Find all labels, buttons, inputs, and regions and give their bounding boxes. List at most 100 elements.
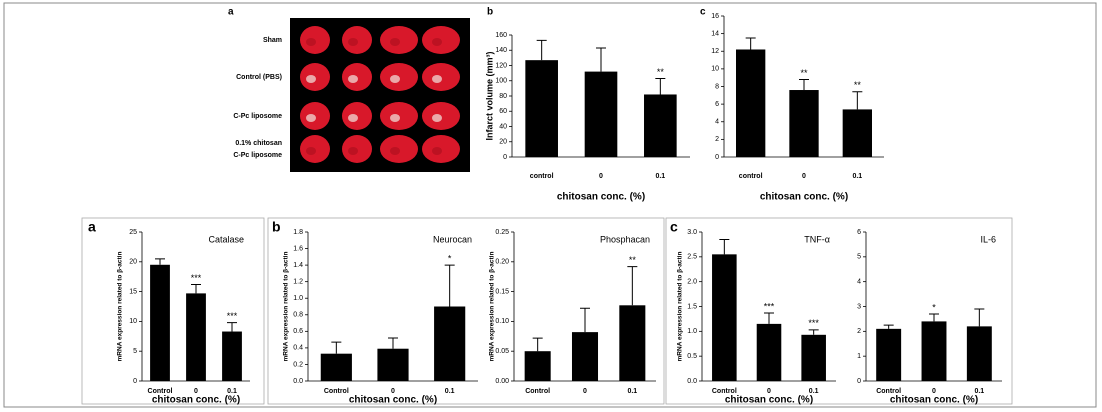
y-tick-label: 2.5 (687, 254, 697, 261)
brain-detail (306, 75, 316, 83)
error-bar (444, 264, 455, 307)
error-bar (883, 324, 894, 329)
bar (320, 353, 352, 381)
y-tick-label: 4 (715, 119, 719, 126)
x-tick-label: control (739, 173, 763, 180)
brain-detail (390, 75, 400, 83)
significance: *** (808, 318, 819, 328)
outer-frame (3, 2, 1097, 408)
y-tick-label: 0 (133, 378, 137, 385)
brain-detail (432, 75, 442, 83)
y-tick-label: 20 (129, 259, 137, 266)
brain-detail (390, 147, 400, 155)
bar (525, 60, 558, 157)
error-bar (852, 91, 863, 110)
x-axis-title: chitosan conc. (%) (152, 395, 240, 406)
y-tick-label: 140 (495, 47, 507, 54)
x-tick-label: Control (324, 388, 349, 395)
bar (222, 331, 242, 381)
significance: * (448, 253, 452, 263)
bar (571, 332, 599, 381)
row-label: C-Pc liposome (233, 113, 282, 120)
error-bar (227, 322, 237, 332)
error-bar (799, 78, 809, 91)
y-tick-label: 0.5 (687, 353, 697, 360)
y-tick-label: 1.6 (293, 245, 303, 252)
x-axis-title: chitosan conc. (%) (890, 395, 978, 406)
y-tick-label: 0.05 (495, 348, 509, 355)
y-tick-label: 2 (715, 136, 719, 143)
y-axis-title: mRNA expression related to β-actin (489, 252, 496, 362)
brain-detail (390, 38, 400, 46)
error-bar (155, 258, 165, 265)
error-bar (580, 307, 590, 333)
x-tick-label: control (530, 173, 554, 180)
brain-detail (348, 114, 358, 122)
panel-title: Catalase (208, 234, 244, 244)
x-tick-label: 0.1 (809, 388, 819, 395)
error-bar (929, 313, 939, 322)
error-bar (627, 266, 638, 306)
bar (876, 328, 902, 381)
y-tick-label: 2 (857, 328, 861, 335)
row-label: C-Pc liposome (233, 152, 282, 159)
brain-detail (306, 147, 316, 155)
y-tick-label: 1.0 (687, 328, 697, 335)
panel-title: Neurocan (433, 234, 472, 244)
panel-title: TNF-α (804, 234, 830, 244)
brain-detail (348, 147, 358, 155)
bar (736, 49, 766, 157)
y-tick-label: 160 (495, 32, 507, 39)
panel-label: c (670, 219, 678, 235)
y-tick-label: 12 (711, 48, 719, 55)
brain-detail (306, 38, 316, 46)
y-tick-label: 25 (129, 229, 137, 236)
y-tick-label: 80 (499, 93, 507, 100)
x-axis-title: chitosan conc. (%) (760, 192, 848, 203)
panel-frame (267, 217, 665, 405)
bar (377, 348, 409, 381)
significance: ** (854, 80, 862, 90)
y-tick-label: 6 (715, 101, 719, 108)
error-bar (655, 77, 666, 95)
y-tick-label: 3.0 (687, 229, 697, 236)
significance: *** (191, 273, 202, 283)
panel-frame (665, 217, 1013, 405)
brain-detail (432, 38, 442, 46)
bar (434, 306, 466, 381)
x-tick-label: Control (876, 388, 901, 395)
y-axis-title: mRNA expression related to β-actin (677, 252, 684, 362)
panel-label: c (700, 7, 706, 18)
y-tick-label: 0.4 (293, 345, 303, 352)
y-tick-label: 0.0 (293, 378, 303, 385)
y-tick-label: 1 (857, 353, 861, 360)
x-tick-label: 0 (194, 388, 198, 395)
significance: * (932, 302, 936, 312)
row-label: Sham (263, 37, 282, 44)
x-axis-title: chitosan conc. (%) (725, 395, 813, 406)
error-bar (596, 47, 606, 72)
brain-detail (348, 38, 358, 46)
y-tick-label: 16 (711, 13, 719, 20)
y-tick-label: 5 (857, 254, 861, 261)
error-bar (764, 312, 774, 324)
error-bar (808, 329, 819, 335)
y-tick-label: 0.00 (495, 378, 509, 385)
x-tick-label: Control (712, 388, 737, 395)
x-tick-label: Control (148, 388, 173, 395)
bar (186, 293, 206, 381)
panel-label: b (487, 7, 493, 18)
x-tick-label: 0.1 (655, 173, 665, 180)
y-tick-label: 0.6 (293, 328, 303, 335)
bar (801, 334, 826, 381)
error-bar (974, 308, 985, 327)
bar (524, 351, 551, 381)
bar (789, 90, 819, 157)
error-bar (719, 238, 730, 255)
significance: ** (657, 67, 665, 77)
y-tick-label: 8 (715, 83, 719, 90)
y-tick-label: 60 (499, 108, 507, 115)
bar (756, 323, 782, 381)
y-tick-label: 10 (129, 318, 137, 325)
error-bar (388, 337, 398, 349)
